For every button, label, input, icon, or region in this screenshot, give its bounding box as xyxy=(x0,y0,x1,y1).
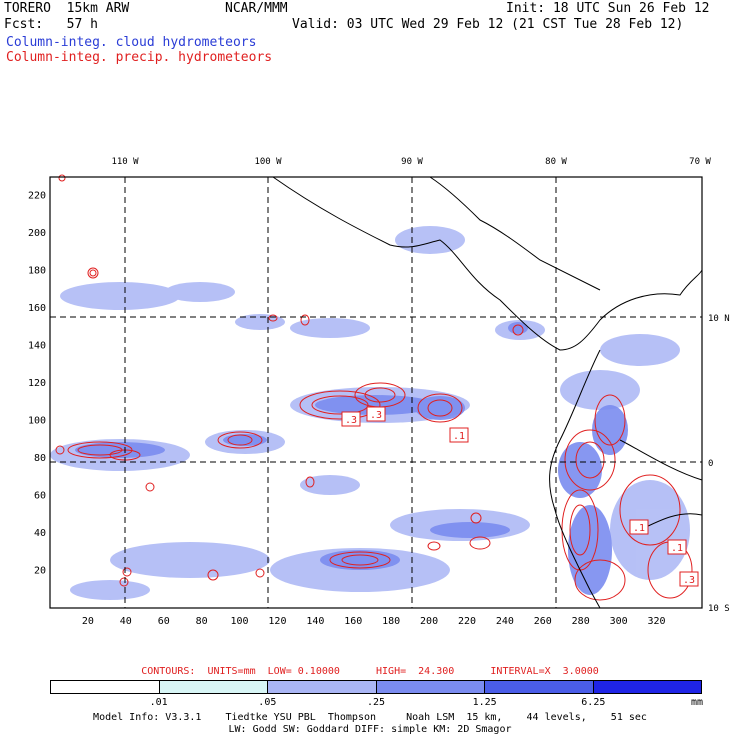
colorbar-label: 6.25 xyxy=(581,697,606,708)
colorbar-label: 1.25 xyxy=(472,697,497,708)
colorbar-swatch xyxy=(268,681,377,693)
x-tick-label: 240 xyxy=(496,616,514,627)
x-tick-label: 140 xyxy=(306,616,324,627)
y-tick-label: 160 xyxy=(28,303,46,314)
y-tick-label: 140 xyxy=(28,341,46,352)
colorbar-swatch xyxy=(593,681,701,693)
x-tick-label: 40 xyxy=(120,616,132,627)
x-tick-label: 20 xyxy=(82,616,94,627)
x-tick-label: 320 xyxy=(647,616,665,627)
x-tick-label: 160 xyxy=(344,616,362,627)
valid-time: Valid: 03 UTC Wed 29 Feb 12 (21 CST Tue … xyxy=(292,17,684,32)
x-tick-label: 120 xyxy=(268,616,286,627)
x-tick-label: 180 xyxy=(382,616,400,627)
colorbar xyxy=(50,680,702,694)
model-info: Model Info: V3.3.1 Tiedtke YSU PBL Thomp… xyxy=(93,712,647,723)
x-tick-label: 100 xyxy=(231,616,249,627)
x-tick-label: 80 xyxy=(196,616,208,627)
contour-label-4: .1 xyxy=(633,523,645,534)
lon-label-80w: 80 W xyxy=(545,157,567,167)
contour-info: CONTOURS: UNITS=mm LOW= 0.10000 HIGH= 24… xyxy=(141,666,599,677)
cloud-hydrometeor-field xyxy=(50,226,690,600)
x-tick-label: 300 xyxy=(610,616,628,627)
map-frame xyxy=(49,176,703,609)
lat-label-10s: 10 S xyxy=(708,604,730,614)
lon-label-100w: 100 W xyxy=(254,157,282,167)
forecast-map: 110 W 100 W 90 W 80 W 70 W 10 N 0 10 S xyxy=(28,157,730,627)
y-tick-label: 180 xyxy=(28,266,46,277)
center-title: NCAR/MMM xyxy=(225,1,288,16)
colorbar-label: .25 xyxy=(366,697,386,708)
y-tick-label: 220 xyxy=(28,191,46,202)
lon-label-110w: 110 W xyxy=(111,157,139,167)
y-tick-label: 80 xyxy=(34,453,46,464)
y-tick-label: 20 xyxy=(34,566,46,577)
colorbar-swatch xyxy=(376,681,485,693)
contour-label-1: .3 xyxy=(345,415,357,426)
y-tick-label: 100 xyxy=(28,416,46,427)
lon-label-90w: 90 W xyxy=(401,157,423,167)
contour-label-6: .3 xyxy=(683,575,695,586)
x-tick-label: 260 xyxy=(534,616,552,627)
colorbar-swatch xyxy=(51,681,160,693)
lat-label-10n: 10 N xyxy=(708,314,730,324)
coastline xyxy=(272,176,703,609)
y-tick-label: 120 xyxy=(28,378,46,389)
physics-info: LW: Godd SW: Goddard DIFF: simple KM: 2D… xyxy=(228,724,512,735)
x-tick-label: 220 xyxy=(458,616,476,627)
y-tick-label: 40 xyxy=(34,528,46,539)
colorbar-unit: mm xyxy=(690,697,704,708)
x-tick-label: 280 xyxy=(572,616,590,627)
lat-label-0: 0 xyxy=(708,459,713,469)
colorbar-swatch xyxy=(485,681,594,693)
contour-label-3: .1 xyxy=(453,431,465,442)
y-tick-label: 60 xyxy=(34,491,46,502)
x-tick-label: 60 xyxy=(158,616,170,627)
contour-label-2: .3 xyxy=(370,410,382,421)
contour-label-5: .1 xyxy=(671,543,683,554)
lat-lon-grid xyxy=(50,177,702,608)
colorbar-label: .01 xyxy=(149,697,168,708)
x-tick-label: 200 xyxy=(420,616,438,627)
field-precip-label: Column-integ. precip. hydrometeors xyxy=(6,50,273,65)
colorbar-swatch xyxy=(159,681,268,693)
field-cloud-label: Column-integ. cloud hydrometeors xyxy=(6,35,257,50)
model-title: TORERO 15km ARW xyxy=(4,1,130,16)
lon-label-70w: 70 W xyxy=(689,157,711,167)
y-tick-label: 200 xyxy=(28,228,46,239)
init-time: Init: 18 UTC Sun 26 Feb 12 xyxy=(506,1,710,16)
colorbar-label: .05 xyxy=(258,697,277,708)
forecast-hour: Fcst: 57 h xyxy=(4,17,98,32)
